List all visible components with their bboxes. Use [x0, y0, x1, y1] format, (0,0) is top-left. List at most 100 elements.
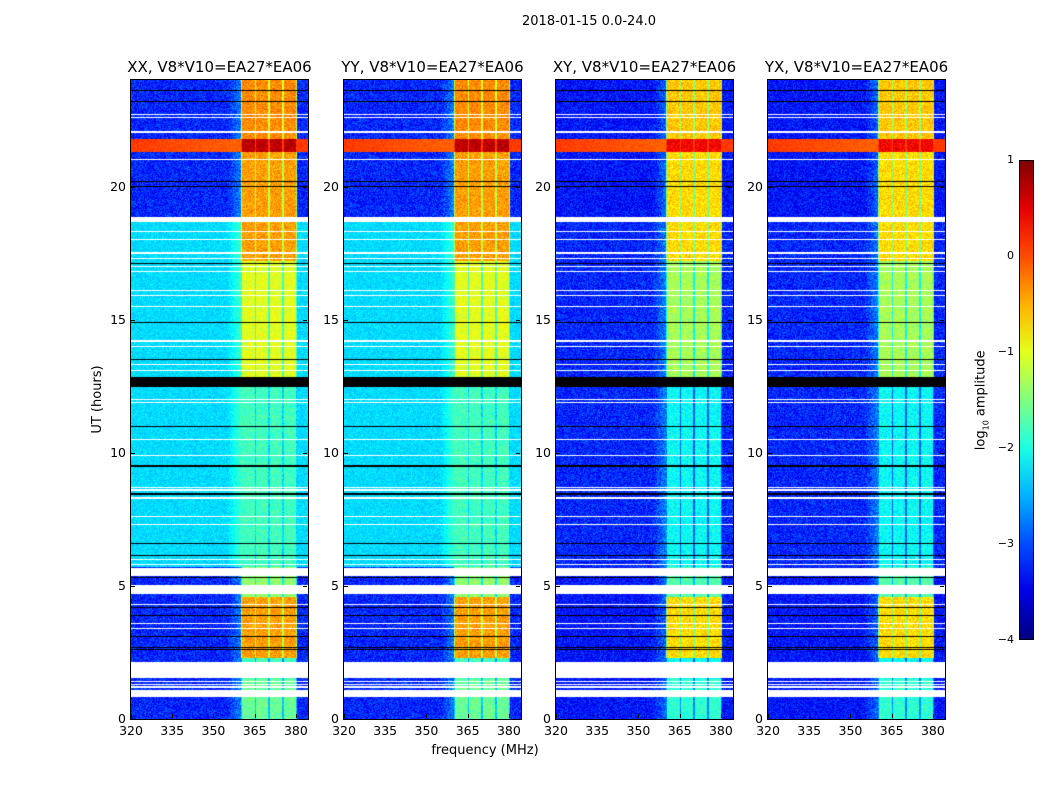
y-tick-label: 5	[755, 577, 763, 593]
x-tick-mark	[720, 714, 722, 718]
x-tick-label: 335	[797, 723, 822, 738]
y-tick-mark	[344, 186, 348, 188]
y-tick-label: 15	[323, 311, 339, 327]
y-tick-mark	[303, 319, 307, 321]
y-tick-mark	[768, 719, 772, 720]
y-tick-label: 20	[110, 178, 126, 194]
y-tick-label: 20	[535, 178, 551, 194]
y-tick-mark	[344, 585, 348, 587]
x-tick-mark	[295, 714, 297, 718]
y-tick-label: 5	[331, 577, 339, 593]
x-tick-mark	[809, 714, 811, 718]
y-tick-label: 15	[110, 311, 126, 327]
y-tick-label: 0	[118, 711, 126, 726]
y-tick-mark	[940, 186, 944, 188]
y-tick-mark	[728, 452, 732, 454]
panel-title: XX, V8*V10=EA27*EA06	[127, 58, 312, 76]
y-tick-label: 0	[331, 711, 339, 726]
x-tick-label: 335	[585, 723, 610, 738]
y-tick-label: 10	[110, 444, 126, 460]
y-tick-mark	[940, 719, 944, 720]
x-tick-label: 350	[201, 723, 226, 738]
x-tick-label: 365	[879, 723, 904, 738]
y-tick-mark	[303, 719, 307, 720]
x-tick-mark	[385, 714, 387, 718]
colorbar-tick-label: −1	[997, 345, 1014, 358]
x-tick-label: 320	[544, 723, 568, 738]
colorbar-tick-label: 0	[1007, 249, 1014, 262]
x-tick-mark	[172, 714, 174, 718]
y-axis-label: UT (hours)	[90, 365, 105, 434]
y-tick-label: 0	[755, 711, 763, 726]
y-tick-mark	[768, 585, 772, 587]
y-tick-mark	[728, 319, 732, 321]
x-tick-label: 320	[756, 723, 780, 738]
y-tick-mark	[131, 186, 135, 188]
y-tick-mark	[768, 319, 772, 321]
y-tick-label: 5	[118, 577, 126, 593]
x-tick-mark	[932, 714, 934, 718]
y-tick-mark	[768, 186, 772, 188]
x-tick-label: 380	[708, 723, 733, 738]
y-tick-mark	[131, 585, 135, 587]
x-tick-mark	[426, 714, 428, 718]
y-tick-label: 5	[543, 577, 551, 593]
heatmap-xy	[556, 80, 733, 719]
y-tick-mark	[556, 585, 560, 587]
y-tick-label: 15	[535, 311, 551, 327]
x-tick-label: 365	[242, 723, 267, 738]
y-tick-mark	[344, 452, 348, 454]
y-tick-mark	[940, 319, 944, 321]
panel-title: YX, V8*V10=EA27*EA06	[764, 58, 949, 76]
y-tick-label: 20	[747, 178, 763, 194]
x-tick-label: 335	[373, 723, 398, 738]
y-tick-mark	[303, 186, 307, 188]
x-tick-mark	[131, 714, 132, 718]
y-tick-mark	[344, 719, 348, 720]
x-tick-label: 320	[332, 723, 356, 738]
x-tick-label: 350	[838, 723, 863, 738]
colorbar-tick-label: 1	[1007, 153, 1014, 166]
colorbar-tick-label: −2	[997, 441, 1014, 454]
heatmap-panel-yx: YX, V8*V10=EA27*EA06	[765, 58, 948, 720]
y-tick-mark	[516, 719, 520, 720]
y-tick-mark	[940, 585, 944, 587]
x-tick-label: 380	[283, 723, 308, 738]
y-tick-label: 20	[323, 178, 339, 194]
heatmap-yx	[768, 80, 945, 719]
y-tick-mark	[940, 452, 944, 454]
x-axis-label: frequency (MHz)	[431, 743, 539, 758]
y-tick-mark	[556, 452, 560, 454]
x-tick-label: 380	[496, 723, 521, 738]
colorbar-tick-label: −3	[997, 537, 1014, 550]
y-tick-mark	[516, 452, 520, 454]
x-tick-mark	[768, 714, 769, 718]
colorbar	[1019, 160, 1034, 640]
y-tick-mark	[556, 319, 560, 321]
x-tick-mark	[638, 714, 640, 718]
y-tick-label: 10	[535, 444, 551, 460]
x-tick-mark	[679, 714, 681, 718]
y-tick-mark	[516, 186, 520, 188]
x-tick-mark	[597, 714, 599, 718]
y-tick-label: 10	[747, 444, 763, 460]
y-tick-mark	[556, 186, 560, 188]
x-tick-label: 365	[667, 723, 692, 738]
y-tick-mark	[303, 585, 307, 587]
x-tick-label: 350	[414, 723, 439, 738]
heatmap-panel-yy: YY, V8*V10=EA27*EA06	[341, 58, 524, 720]
panel-title: YY, V8*V10=EA27*EA06	[341, 58, 524, 76]
x-tick-mark	[254, 714, 256, 718]
panel-title: XY, V8*V10=EA27*EA06	[552, 58, 737, 76]
y-tick-mark	[556, 719, 560, 720]
x-tick-mark	[508, 714, 510, 718]
x-tick-mark	[213, 714, 215, 718]
y-tick-mark	[131, 319, 135, 321]
heatmap-panel-xx: XX, V8*V10=EA27*EA06	[127, 58, 312, 720]
y-tick-mark	[303, 452, 307, 454]
x-tick-label: 365	[455, 723, 480, 738]
heatmap-yy	[344, 80, 521, 719]
y-tick-mark	[768, 452, 772, 454]
x-tick-label: 350	[626, 723, 651, 738]
y-tick-mark	[516, 319, 520, 321]
